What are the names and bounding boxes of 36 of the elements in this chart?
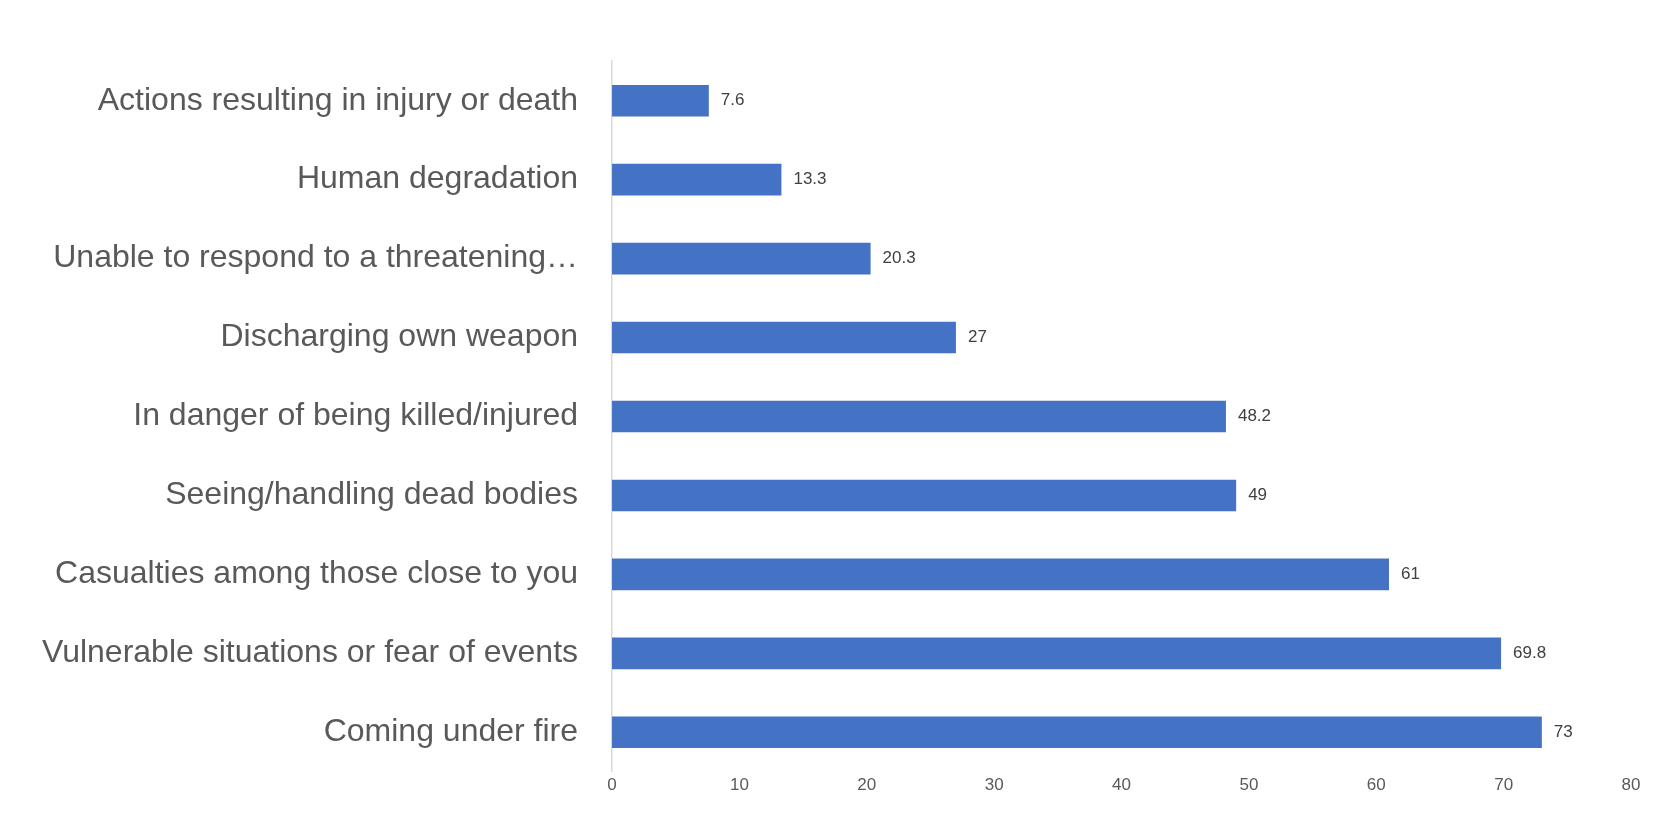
bar [612,479,1237,512]
data-label: 48.2 [1237,406,1272,426]
x-tick-label: 10 [729,774,749,794]
y-tick-label: Vulnerable situations or fear of events [42,633,579,670]
bar [612,163,782,196]
data-label: 7.6 [720,90,745,110]
y-tick-label: Human degradation [296,159,579,196]
bar [612,400,1226,433]
x-tick-label: 60 [1366,774,1386,794]
y-tick-label: Actions resulting in injury or death [97,80,579,117]
y-tick-label: In danger of being killed/injured [133,396,579,433]
x-tick-label: 20 [857,774,877,794]
x-tick-label: 70 [1494,774,1514,794]
y-tick-label: Unable to respond to a threatening… [53,238,579,275]
data-label: 13.3 [793,169,827,189]
bar [612,321,956,354]
y-tick-label: Coming under fire [323,712,579,749]
bar [612,84,709,117]
data-label: 49 [1248,485,1268,505]
bar [612,242,871,275]
data-label: 27 [967,327,987,347]
x-tick-label: 50 [1239,774,1259,794]
x-tick-label: 30 [984,774,1004,794]
bar [612,637,1502,670]
y-tick-label: Casualties among those close to you [55,554,579,591]
x-tick-label: 40 [1112,774,1131,794]
x-tick-label: 80 [1621,774,1641,794]
data-label: 61 [1400,564,1420,584]
data-label: 20.3 [882,248,916,268]
y-tick-label: Discharging own weapon [220,317,579,354]
data-label: 69.8 [1513,643,1547,663]
x-tick-label: 0 [607,774,617,794]
data-label: 73 [1553,722,1573,742]
y-tick-label: Seeing/handling dead bodies [165,475,579,512]
bar [612,716,1542,749]
bar [612,558,1389,591]
